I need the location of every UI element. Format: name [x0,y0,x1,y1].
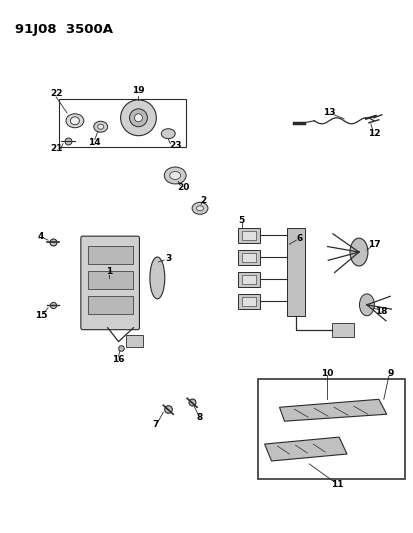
Circle shape [129,109,147,127]
Ellipse shape [169,172,180,180]
Text: 9: 9 [387,369,393,378]
Text: 3: 3 [165,254,171,263]
Bar [237,294,259,309]
Circle shape [120,100,156,136]
Text: 12: 12 [367,129,379,138]
Ellipse shape [349,238,367,266]
Text: 2: 2 [199,196,206,205]
Ellipse shape [97,124,103,129]
Text: 13: 13 [322,108,335,117]
Ellipse shape [358,294,373,316]
Text: 10: 10 [320,369,332,378]
Bar [237,272,259,287]
Bar [241,253,255,262]
Text: 11: 11 [330,480,342,489]
Text: 19: 19 [132,86,145,95]
Text: 4: 4 [38,232,44,241]
Text: 8: 8 [197,413,203,422]
Ellipse shape [161,129,175,139]
Bar [88,271,132,289]
Circle shape [134,114,142,122]
Polygon shape [264,437,346,461]
Ellipse shape [192,203,207,214]
Ellipse shape [66,114,83,128]
Bar [88,246,132,264]
Text: 20: 20 [176,183,189,192]
Bar [257,379,404,479]
Bar [237,228,259,243]
Bar [59,99,186,147]
Text: 16: 16 [112,355,125,364]
Bar [88,296,132,314]
Bar [241,297,255,306]
Text: 7: 7 [152,419,158,429]
Bar [287,228,305,316]
Text: 5: 5 [238,216,244,225]
Text: 14: 14 [88,138,101,147]
Text: 1: 1 [105,268,112,277]
Bar [331,322,353,337]
Text: 6: 6 [296,233,302,243]
Text: 15: 15 [35,311,47,320]
Bar [237,250,259,265]
Text: 23: 23 [169,141,181,150]
Text: 21: 21 [50,144,62,153]
Text: 17: 17 [367,240,379,248]
Text: 18: 18 [374,307,386,316]
FancyBboxPatch shape [81,236,139,330]
Bar [125,335,143,346]
Ellipse shape [150,257,164,299]
Polygon shape [279,399,386,421]
Ellipse shape [164,167,186,184]
Text: 91J08  3500A: 91J08 3500A [15,23,113,36]
Ellipse shape [70,117,79,125]
Text: 22: 22 [50,90,62,99]
Ellipse shape [196,206,203,211]
Bar [241,231,255,240]
Ellipse shape [93,122,107,132]
Bar [241,275,255,284]
